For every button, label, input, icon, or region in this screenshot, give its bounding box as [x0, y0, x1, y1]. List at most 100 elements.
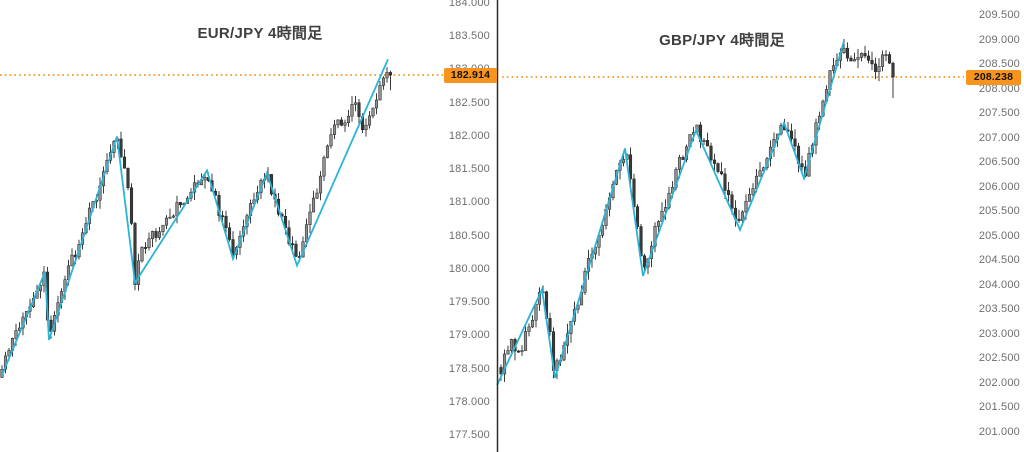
- candle-body: [744, 200, 748, 213]
- candle-body: [350, 104, 354, 117]
- candle-body: [311, 197, 316, 213]
- candle-body: [126, 168, 130, 189]
- candle-body: [178, 202, 183, 206]
- candle-body: [318, 175, 323, 194]
- axis-tick-label: 179.500: [448, 296, 490, 309]
- candle-body: [740, 211, 745, 221]
- candle-body: [147, 238, 151, 248]
- candle-body: [723, 173, 727, 191]
- candle-body: [751, 188, 755, 195]
- candle-body: [502, 353, 507, 375]
- candle-body: [509, 339, 514, 351]
- eurjpy-chart: [0, 58, 444, 379]
- candle-body: [150, 231, 155, 240]
- axis-tick-label: 201.000: [978, 425, 1020, 438]
- candle-body: [161, 224, 165, 232]
- candle-body: [716, 163, 720, 172]
- candle-body: [870, 60, 874, 65]
- candle-body: [332, 124, 337, 135]
- eurjpy-current-price-label: 182.914: [444, 67, 497, 83]
- axis-tick-label: 202.500: [978, 352, 1020, 365]
- candle-body: [548, 318, 552, 332]
- candle-body: [329, 134, 333, 147]
- axis-tick-label: 209.500: [978, 9, 1020, 22]
- candle-body: [381, 77, 386, 86]
- candle-body: [656, 221, 661, 227]
- candle-body: [294, 243, 298, 257]
- axis-tick-label: 208.000: [978, 82, 1020, 95]
- axis-tick-label: 207.500: [978, 107, 1020, 120]
- axis-tick-label: 201.500: [978, 401, 1020, 414]
- axis-tick-label: 181.500: [448, 163, 490, 176]
- candle-body: [499, 367, 503, 375]
- axis-tick-label: 203.000: [978, 327, 1020, 340]
- candle-body: [859, 53, 864, 58]
- gbpjpy-plot-area[interactable]: [500, 0, 958, 452]
- candle-body: [227, 227, 232, 240]
- eurjpy-plot-area[interactable]: [0, 0, 443, 452]
- candle-body: [877, 66, 881, 72]
- candle-body: [315, 192, 319, 199]
- candle-body: [702, 140, 706, 142]
- gbpjpy-chart-title: GBP/JPY 4時間足: [659, 32, 785, 49]
- candle-body: [506, 350, 510, 355]
- candle-body: [133, 223, 137, 285]
- candle-body: [793, 138, 797, 147]
- axis-tick-label: 183.500: [448, 30, 490, 43]
- candle-body: [171, 215, 176, 218]
- axis-tick-label: 182.500: [448, 96, 490, 109]
- candle-body: [849, 57, 853, 62]
- candle-body: [336, 119, 340, 126]
- candle-body: [737, 218, 741, 221]
- candle-body: [719, 171, 724, 175]
- candle-body: [653, 226, 657, 247]
- candle-body: [374, 99, 379, 109]
- candle-body: [873, 63, 878, 72]
- candle-body: [681, 157, 685, 160]
- candle-body: [530, 319, 535, 328]
- candle-body: [712, 159, 717, 164]
- candle-body: [140, 247, 144, 262]
- candle-body: [863, 53, 867, 57]
- candle-body: [726, 190, 731, 196]
- candle-body: [203, 177, 207, 181]
- axis-tick-label: 204.500: [978, 254, 1020, 267]
- candle-body: [891, 62, 895, 78]
- candle-body: [789, 130, 794, 140]
- axis-tick-label: 178.500: [448, 362, 490, 375]
- candle-body: [343, 122, 347, 126]
- candle-body: [845, 47, 850, 59]
- candle-body: [164, 217, 169, 226]
- axis-tick-label: 180.500: [448, 229, 490, 242]
- candle-body: [346, 115, 351, 124]
- candle-body: [154, 231, 158, 238]
- candle-body: [856, 57, 860, 60]
- candle-body: [308, 211, 312, 225]
- axis-tick-label: 180.000: [448, 262, 490, 275]
- axis-tick-label: 207.000: [978, 131, 1020, 144]
- candle-body: [621, 159, 626, 164]
- candle-body: [224, 215, 228, 229]
- candle-body: [842, 47, 846, 53]
- candle-body: [371, 107, 375, 117]
- candle-body: [677, 157, 682, 170]
- candle-body: [852, 59, 857, 62]
- candle-body: [14, 330, 18, 339]
- candle-body: [600, 225, 605, 236]
- candle-body: [357, 102, 361, 117]
- candle-body: [705, 140, 710, 147]
- candle-body: [364, 124, 368, 131]
- candle-body: [887, 54, 892, 64]
- axis-tick-label: 179.000: [448, 329, 490, 342]
- candle-body: [642, 255, 647, 268]
- candle-body: [168, 216, 172, 219]
- candle-body: [231, 239, 235, 255]
- candle-body: [129, 187, 134, 224]
- candle-body: [388, 72, 393, 76]
- axis-tick-label: 182.000: [448, 129, 490, 142]
- candle-body: [322, 157, 326, 177]
- candle-body: [709, 145, 713, 161]
- candle-body: [353, 102, 358, 105]
